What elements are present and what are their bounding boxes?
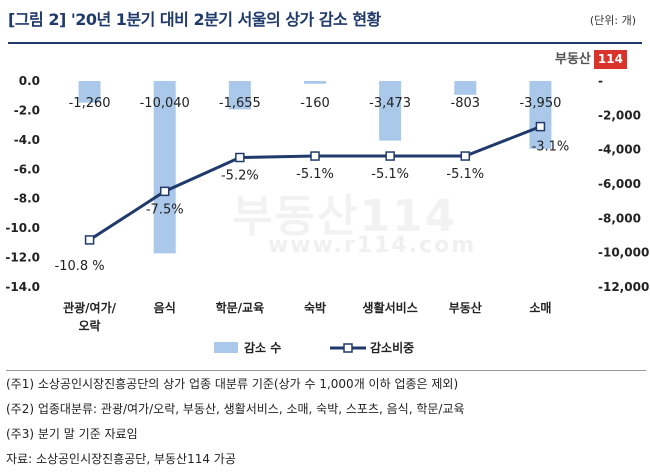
footnote-3: (주3) 분기 말 기준 자료임	[6, 427, 138, 441]
left-axis-tick-label: -6.0	[14, 162, 40, 176]
bar-value-label: -160	[300, 96, 330, 111]
legend-bar-label: 감소 수	[244, 340, 281, 355]
watermark-url: www.r114.com	[268, 233, 477, 258]
left-axis-tick-label: -12.0	[5, 251, 40, 265]
line-value-label: -5.1%	[296, 167, 334, 182]
left-axis-tick-label: 0.0	[19, 74, 40, 88]
left-axis-tick-label: -4.0	[14, 133, 40, 147]
line-value-label: -5.1%	[446, 167, 484, 182]
category-label: 숙박	[304, 300, 326, 315]
category-label: 관광/여가/	[63, 300, 117, 315]
category-label: 부동산	[449, 300, 482, 315]
footnotes: (주1) 소상공인시장진흥공단의 상가 업종 대분류 기준(상가 수 1,000…	[6, 372, 465, 472]
right-axis-tick-label: -8,000	[598, 211, 641, 225]
bar	[454, 81, 477, 95]
combo-chart: 0.0 -2.0 -4.0 -6.0 -8.0 -10.0 -12.0 -14.0 - -2,00…	[5, 74, 649, 355]
left-axis-tick-label: -14.0	[5, 280, 40, 294]
right-axis-tick-label: -6,000	[598, 177, 641, 191]
source-note: 자료: 소상공인시장진흥공단, 부동산114 가공	[6, 452, 236, 466]
line-value-label: -7.5%	[146, 202, 184, 217]
notes-top-divider	[6, 370, 646, 371]
legend-bar-swatch	[214, 342, 238, 353]
right-axis-tick-label: -12,000	[598, 280, 649, 294]
category-label: 학문/교육	[216, 300, 265, 315]
line-value-label: -10.8 %	[55, 259, 105, 274]
line-point	[535, 121, 546, 132]
bar	[78, 81, 101, 103]
category-label: 오락	[79, 319, 101, 333]
line-value-label: -5.2%	[221, 169, 259, 184]
line-point	[159, 186, 170, 197]
brand-logo: 부동산 114	[552, 50, 627, 69]
line-point	[84, 235, 95, 245]
bar	[304, 81, 326, 84]
footnote-2: (주2) 업종대분류: 관광/여가/오락, 부동산, 생활서비스, 소매, 숙박…	[6, 402, 465, 416]
right-axis-tick-label: -4,000	[598, 143, 641, 157]
page-title: [그림 2] '20년 1분기 대비 2분기 서울의 상가 감소 현황	[8, 10, 381, 29]
category-label: 음식	[154, 300, 176, 315]
left-axis-tick-label: -2.0	[14, 103, 40, 117]
line-point	[235, 152, 245, 163]
footnote-1: (주1) 소상공인시장진흥공단의 상가 업종 대분류 기준(상가 수 1,000…	[6, 377, 459, 391]
bar-value-label: -10,040	[140, 96, 190, 111]
watermark-logo: 부동산114	[232, 191, 458, 242]
line-point	[460, 151, 471, 161]
bar	[379, 81, 402, 141]
category-label: 소매	[529, 300, 551, 315]
legend-line-label: 감소비중	[370, 340, 414, 355]
line-point	[385, 151, 395, 161]
right-axis-tick-label: -10,000	[598, 246, 649, 260]
bar-value-label: -1,655	[219, 96, 261, 111]
bar-value-label: -3,473	[369, 96, 411, 111]
bar-value-label: -803	[451, 96, 481, 111]
bar-value-label: -3,950	[519, 96, 561, 111]
line-value-label: -5.1%	[371, 167, 409, 182]
title-divider	[8, 42, 642, 44]
logo-text: 부동산	[555, 52, 591, 67]
left-axis-tick-label: -8.0	[14, 192, 40, 206]
category-label: 생활서비스	[363, 300, 418, 315]
bar	[228, 81, 251, 110]
unit-label: (단위: 개)	[589, 14, 636, 27]
bar-value-label: -1,260	[69, 96, 111, 111]
bar	[529, 81, 552, 149]
line-value-label: -3.1%	[532, 140, 570, 155]
right-axis-tick-label: -2,000	[598, 108, 641, 122]
bar	[153, 81, 176, 254]
line-point	[310, 151, 320, 161]
legend-line-marker	[343, 343, 353, 353]
right-axis-tick-label: -	[598, 74, 603, 88]
logo-number: 114	[593, 50, 627, 69]
left-axis-tick-label: -10.0	[5, 221, 40, 235]
